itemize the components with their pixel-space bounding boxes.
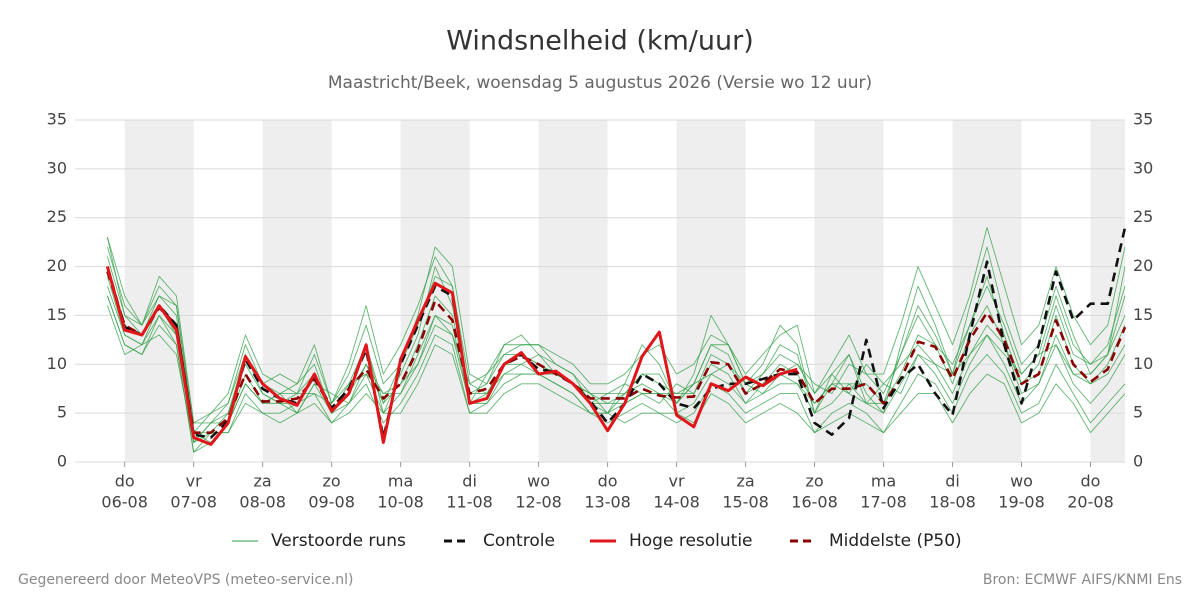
ensemble-line xyxy=(106,237,1126,434)
y-tick-label: 10 xyxy=(47,354,67,373)
day-band xyxy=(1090,120,1125,462)
footer-left: Gegenereerd door MeteoVPS (meteo-service… xyxy=(18,572,353,588)
x-tick-label: 20-08 xyxy=(1067,493,1114,512)
y2-tick-label: 20 xyxy=(1133,256,1153,275)
x-tick-day: za xyxy=(736,472,754,491)
x-tick-day: di xyxy=(945,472,960,491)
x-tick-label: 12-08 xyxy=(515,493,562,512)
x-tick-label: 09-08 xyxy=(308,493,355,512)
x-tick-day: ma xyxy=(871,472,896,491)
ensemble-line xyxy=(106,227,1126,424)
x-tick-label: 08-08 xyxy=(239,493,286,512)
y2-tick-label: 15 xyxy=(1133,305,1153,324)
x-tick-day: do xyxy=(598,472,618,491)
x-tick-label: 07-08 xyxy=(170,493,217,512)
x-tick-label: 14-08 xyxy=(653,493,700,512)
y2-tick-label: 0 xyxy=(1133,452,1143,471)
y2-tick-label: 35 xyxy=(1133,110,1153,129)
y-tick-label: 15 xyxy=(47,305,67,324)
day-bands xyxy=(124,120,1125,462)
chart-subtitle: Maastricht/Beek, woensdag 5 augustus 202… xyxy=(328,73,872,93)
legend-label: Middelste (P50) xyxy=(829,531,962,551)
y-tick-label: 30 xyxy=(47,158,67,177)
x-tick-day: za xyxy=(254,472,272,491)
x-tick-label: 11-08 xyxy=(446,493,493,512)
x-tick-label: 15-08 xyxy=(722,493,769,512)
series-line xyxy=(106,271,1127,434)
day-band xyxy=(952,120,1022,462)
x-tick-day: wo xyxy=(1010,472,1033,491)
y2-tick-label: 10 xyxy=(1133,354,1153,373)
x-tick-day: do xyxy=(1081,472,1101,491)
x-tick-label: 06-08 xyxy=(101,493,148,512)
day-band xyxy=(538,120,608,462)
chart-title: Windsnelheid (km/uur) xyxy=(446,26,754,57)
y2-tick-label: 25 xyxy=(1133,207,1153,226)
day-band xyxy=(124,120,194,462)
x-tick-day: vr xyxy=(669,472,685,491)
y2-tick-label: 5 xyxy=(1133,403,1143,422)
day-band xyxy=(814,120,884,462)
x-tick-label: 19-08 xyxy=(998,493,1045,512)
x-tick-label: 18-08 xyxy=(929,493,976,512)
x-tick-label: 13-08 xyxy=(584,493,631,512)
legend-label: Hoge resolutie xyxy=(629,531,753,551)
x-tick-label: 16-08 xyxy=(791,493,838,512)
day-band xyxy=(676,120,746,462)
x-tick-label: 17-08 xyxy=(860,493,907,512)
x-tick-day: zo xyxy=(323,472,341,491)
series-line xyxy=(105,266,798,446)
footer-right: Bron: ECMWF AIFS/KNMI Ens xyxy=(983,572,1182,588)
legend-label: Verstoorde runs xyxy=(271,531,406,551)
y-tick-label: 25 xyxy=(47,207,67,226)
x-tick-day: wo xyxy=(527,472,550,491)
x-tick-day: di xyxy=(462,472,477,491)
day-band xyxy=(400,120,470,462)
x-tick-day: vr xyxy=(186,472,202,491)
y-tick-label: 35 xyxy=(47,110,67,129)
x-tick-day: do xyxy=(115,472,135,491)
x-tick-day: zo xyxy=(805,472,823,491)
y2-tick-label: 30 xyxy=(1133,158,1153,177)
legend-label: Controle xyxy=(483,531,555,551)
y-tick-label: 5 xyxy=(57,403,67,422)
x-tick-label: 10-08 xyxy=(377,493,424,512)
y-tick-label: 0 xyxy=(57,452,67,471)
x-tick-day: ma xyxy=(388,472,413,491)
y-tick-label: 20 xyxy=(47,256,67,275)
